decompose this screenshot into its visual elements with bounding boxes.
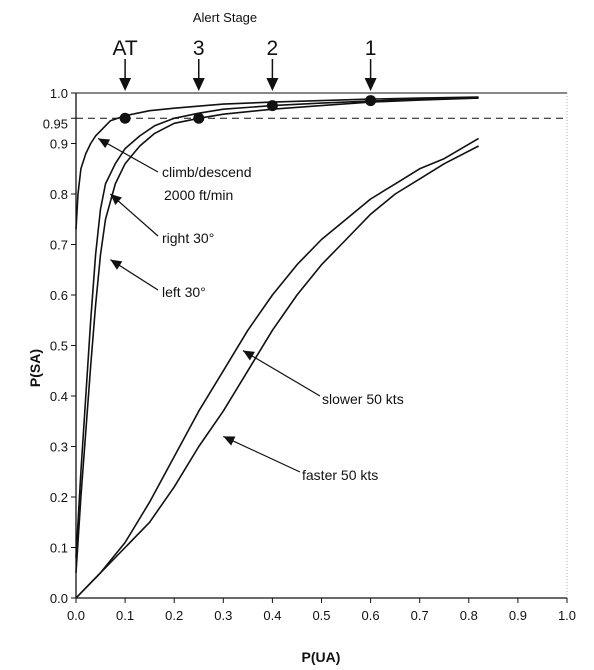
annotation-label: 2000 ft/min xyxy=(164,187,233,203)
x-tick-label: 0.8 xyxy=(460,608,478,623)
x-tick-label: 0.1 xyxy=(116,608,134,623)
annotation-arrow-head xyxy=(242,350,255,361)
annotation-arrow-head xyxy=(110,259,123,270)
annotation-arrow-head xyxy=(110,194,122,206)
x-axis-title: P(UA) xyxy=(302,649,341,665)
y-tick-label: 0.8 xyxy=(50,187,68,202)
y-tick-label: 0.9 xyxy=(50,137,68,152)
series-line-3 xyxy=(75,97,479,573)
x-tick-label: 0.5 xyxy=(312,608,330,623)
alert-stage-arrow-head xyxy=(266,78,279,91)
annotation-label: climb/descend xyxy=(162,164,252,180)
y-axis-title: P(SA) xyxy=(27,349,43,387)
alert-stage-arrow-head xyxy=(364,78,377,91)
y-tick-label: 0.5 xyxy=(50,339,68,354)
chart-marks: 0.0 0.1 0.2 0.3 0.4 0.5 0.6 0.7 0.8 0.9 1.0 0.0 0.1 0… xyxy=(43,37,576,623)
x-tick-label: 0.6 xyxy=(362,608,380,623)
annotation-label: faster 50 kts xyxy=(302,467,378,483)
x-tick-label: 1.0 xyxy=(558,608,576,623)
annotation-leader xyxy=(242,350,321,397)
y-tick-label: 0.0 xyxy=(50,591,68,606)
x-tick-label: 0.0 xyxy=(67,608,85,623)
series-line-2 xyxy=(75,97,479,558)
y-tick-label: 1.0 xyxy=(50,86,68,101)
x-tick-label: 0.9 xyxy=(509,608,527,623)
chart-header: Alert Stage xyxy=(193,10,257,25)
stage-marker-dot xyxy=(266,100,278,112)
annotation-label: right 30° xyxy=(162,230,214,246)
y-tick-label: 0.6 xyxy=(50,288,68,303)
series-line-5 xyxy=(75,145,479,599)
y-tick-label: 0.4 xyxy=(50,389,68,404)
x-tick-label: 0.4 xyxy=(263,608,281,623)
y-tick-label: 0.7 xyxy=(50,238,68,253)
alert-stage-label: 2 xyxy=(267,37,279,60)
y-tick-label: 0.1 xyxy=(50,541,68,556)
alert-stage-arrow-head xyxy=(119,78,132,91)
alert-stage-label: 1 xyxy=(365,37,377,60)
alert-stage-arrow-head xyxy=(192,78,205,91)
x-tick-label: 0.3 xyxy=(214,608,232,623)
annotation-arrow-head xyxy=(98,138,111,149)
annotation-label: slower 50 kts xyxy=(322,391,404,407)
y-tick-label: 0.95 xyxy=(43,116,68,131)
y-tick-label: 0.3 xyxy=(50,440,68,455)
alert-stage-label: AT xyxy=(112,37,137,60)
annotation-leader xyxy=(223,435,301,473)
stage-marker-dot xyxy=(119,112,131,124)
stage-marker-dot xyxy=(365,95,377,107)
series-line-1 xyxy=(75,96,479,230)
annotation-label: left 30° xyxy=(162,284,206,300)
series-line-4 xyxy=(75,137,480,599)
annotation-arrow-head xyxy=(223,436,236,446)
annotation-leader xyxy=(97,137,159,173)
alert-stage-label: 3 xyxy=(193,37,205,60)
stage-marker-dot xyxy=(193,112,205,124)
x-tick-label: 0.7 xyxy=(411,608,429,623)
x-tick-label: 0.2 xyxy=(165,608,183,623)
y-tick-label: 0.2 xyxy=(50,490,68,505)
